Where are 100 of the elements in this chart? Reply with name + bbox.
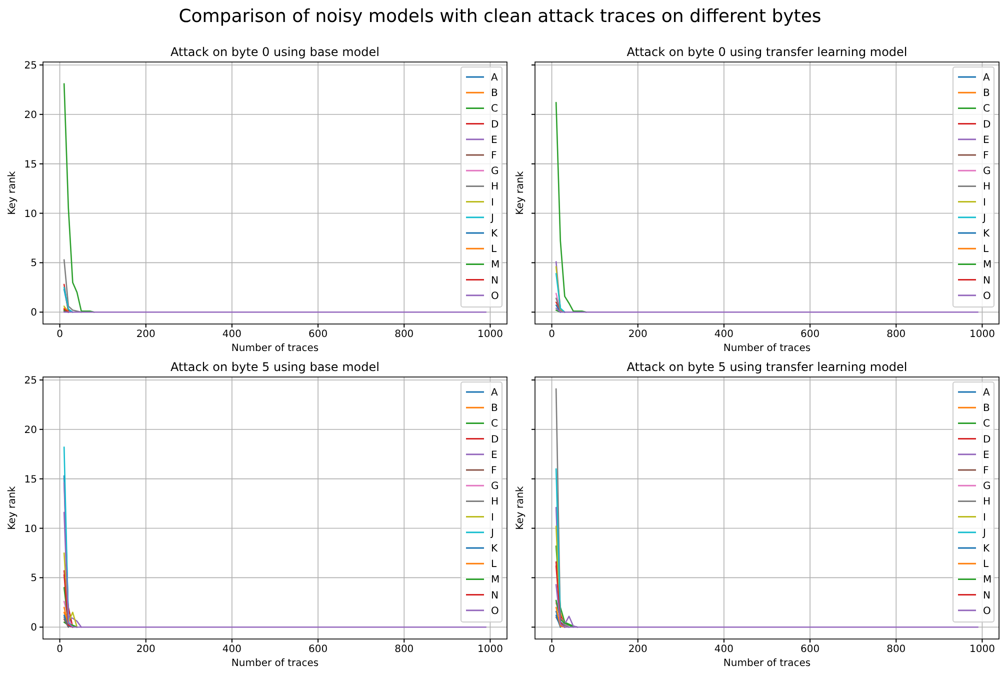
legend-label: K [491, 228, 498, 240]
legend-label: L [983, 559, 989, 570]
legend-label: J [982, 212, 986, 224]
legend-label: A [491, 72, 498, 84]
x-tick-label: 800 [886, 644, 906, 655]
legend-label: C [983, 104, 990, 115]
legend-label: E [491, 134, 498, 146]
legend-label: D [491, 119, 499, 130]
legend-label: I [491, 512, 494, 524]
legend-label: C [491, 104, 498, 115]
x-tick-label: 1000 [477, 329, 503, 340]
legend-label: J [982, 528, 986, 539]
legend-label: B [983, 88, 990, 100]
legend-label: D [491, 434, 499, 446]
text: Comparison of noisy models with clean attack traces on different bytes [178, 6, 822, 27]
legend-label: A [491, 388, 498, 398]
x-tick-label: 200 [136, 329, 156, 340]
x-tick-label: 0 [56, 644, 63, 655]
legend-label: O [983, 290, 991, 302]
x-tick-label: 400 [222, 329, 242, 340]
x-axis-title: Number of traces [231, 343, 319, 354]
legend-label: H [983, 496, 991, 508]
y-tick-label: 20 [24, 424, 37, 436]
legend-label: G [491, 166, 499, 178]
x-axis-title: Number of traces [231, 658, 319, 669]
legend-label: A [983, 388, 990, 398]
x-tick-label: 0 [56, 329, 63, 340]
y-axis-title: Key rank [515, 486, 526, 530]
x-tick-label: 0 [548, 644, 555, 655]
legend-label: G [983, 481, 991, 492]
legend-label: I [983, 512, 986, 524]
legend-label: D [983, 434, 991, 446]
y-tick-label: 15 [24, 474, 37, 486]
y-tick-label: 25 [24, 375, 37, 386]
x-axis-title: Number of traces [723, 343, 811, 354]
legend-label: J [490, 528, 494, 539]
legend-label: N [983, 275, 990, 286]
legend-label: C [491, 418, 498, 430]
legend-label: O [491, 290, 499, 302]
legend-label: N [491, 590, 498, 602]
legend-label: F [983, 150, 989, 162]
legend-label: C [983, 418, 990, 430]
x-tick-label: 800 [394, 329, 414, 340]
x-tick-label: 400 [714, 329, 734, 340]
x-tick-label: 0 [548, 329, 555, 340]
legend-label: N [491, 275, 498, 286]
y-tick-label: 0 [30, 622, 37, 634]
legend-label: B [491, 88, 498, 100]
legend-label: J [490, 212, 494, 224]
legend-label: L [491, 244, 497, 256]
legend-label: H [491, 182, 499, 193]
x-axis-title: Number of traces [723, 658, 811, 669]
x-tick-label: 200 [628, 329, 648, 340]
x-tick-label: 800 [394, 644, 414, 655]
legend-label: K [983, 544, 990, 554]
legend-label: M [491, 574, 500, 586]
legend-label: L [491, 559, 497, 570]
legend-label: F [491, 150, 497, 162]
legend-label: K [983, 228, 990, 240]
legend-label: N [983, 590, 990, 602]
legend-label: M [983, 574, 992, 586]
y-axis-title: Key rank [7, 486, 18, 530]
y-tick-label: 15 [24, 159, 37, 170]
chart-title: Attack on byte 0 using base model [170, 45, 380, 59]
legend-label: O [983, 606, 991, 617]
chart-title: Attack on byte 5 using base model [170, 360, 380, 374]
x-tick-label: 400 [714, 644, 734, 655]
y-tick-label: 0 [30, 308, 37, 319]
x-tick-label: 1000 [969, 644, 995, 655]
y-tick-label: 20 [24, 110, 37, 121]
y-tick-label: 5 [30, 258, 37, 270]
legend-label: B [983, 403, 990, 414]
legend-label: A [983, 72, 990, 84]
legend-label: G [491, 481, 499, 492]
legend-label: I [983, 197, 986, 208]
x-tick-label: 600 [308, 329, 328, 340]
chart-title: Attack on byte 5 using transfer learning model [626, 360, 908, 374]
y-tick-label: 25 [24, 60, 37, 72]
legend-label: L [983, 244, 989, 256]
x-tick-label: 200 [628, 644, 648, 655]
legend-label: E [491, 450, 498, 461]
legend-label: E [983, 134, 990, 146]
legend-label: K [491, 544, 498, 554]
x-tick-label: 400 [222, 644, 242, 655]
y-axis-title: Key rank [7, 170, 18, 215]
legend-label: O [491, 606, 499, 617]
x-tick-label: 600 [308, 644, 328, 655]
x-tick-label: 800 [886, 329, 906, 340]
x-tick-label: 600 [800, 644, 820, 655]
y-tick-label: 10 [24, 524, 37, 535]
legend-label: M [983, 260, 992, 271]
legend-label: H [491, 496, 499, 508]
chart-title: Attack on byte 0 using transfer learning model [626, 45, 908, 59]
legend-label: B [491, 403, 498, 414]
legend-label: G [983, 166, 991, 178]
x-tick-label: 1000 [477, 644, 503, 655]
legend-label: I [491, 197, 494, 208]
legend-label: F [491, 466, 497, 476]
y-tick-label: 5 [30, 573, 37, 584]
legend-label: F [983, 466, 989, 476]
